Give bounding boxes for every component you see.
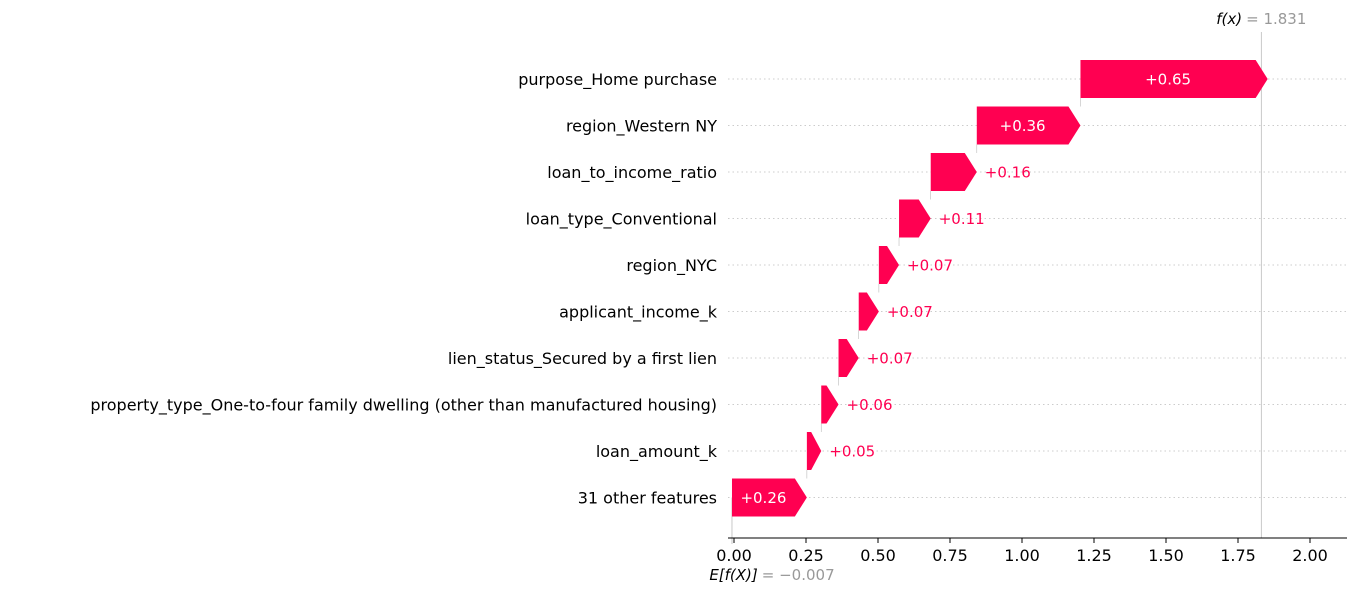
base-expr: E[f(X)] (709, 566, 758, 584)
output-value: = 1.831 (1246, 10, 1306, 28)
x-tick-label: 0.75 (932, 546, 968, 565)
waterfall-bar (806, 432, 822, 470)
bar-value-label: +0.07 (907, 257, 953, 275)
waterfall-bar (976, 106, 1081, 145)
feature-labels-group: purpose_Home purchase region_Western NY lo… (90, 70, 717, 508)
base-value: = −0.007 (762, 566, 835, 584)
waterfall-bar (731, 478, 807, 517)
bar-value-label: +0.07 (867, 350, 913, 368)
feature-label: property_type_One-to-four family dwellin… (90, 396, 717, 416)
feature-label: region_Western NY (566, 117, 717, 137)
x-tick-label: 0.50 (860, 546, 896, 565)
x-tick-label: 2.00 (1292, 546, 1328, 565)
output-value-annotation: f(x) = 1.831 (1216, 10, 1306, 28)
x-tick-label: 1.75 (1220, 546, 1256, 565)
bars-group: +0.65 +0.36 +0.16 +0.11 +0.07 +0.07 +0.07 +0.06… (731, 60, 1268, 517)
bar-value-label: +0.07 (887, 303, 933, 321)
feature-label: region_NYC (626, 256, 717, 276)
bar-value-label: +0.36 (1000, 117, 1046, 135)
waterfall-bar (930, 153, 977, 191)
reference-lines (731, 32, 1262, 544)
annotations-group: f(x) = 1.831 E[f(X)] = −0.007 (709, 10, 1306, 584)
bar-value-label: +0.11 (939, 210, 985, 228)
feature-label: purpose_Home purchase (518, 70, 717, 90)
x-tick-label: 0.00 (716, 546, 752, 565)
feature-label: 31 other features (578, 489, 717, 508)
bar-value-label: +0.65 (1145, 71, 1191, 89)
x-tick-label: 1.25 (1076, 546, 1112, 565)
bar-value-label: +0.26 (740, 489, 786, 507)
feature-label: loan_amount_k (596, 442, 718, 462)
waterfall-bar (899, 199, 931, 238)
feature-label: applicant_income_k (559, 303, 718, 323)
waterfall-bar (878, 246, 900, 284)
output-expr: f(x) (1216, 10, 1242, 28)
waterfall-bar (1080, 60, 1268, 98)
bar-value-label: +0.16 (985, 164, 1031, 182)
x-tick-label: 1.00 (1004, 546, 1040, 565)
bar-value-label: +0.06 (847, 396, 893, 414)
waterfall-bar (838, 339, 859, 377)
feature-label: lien_status_Secured by a first lien (448, 349, 717, 369)
feature-label: loan_type_Conventional (526, 210, 717, 230)
x-tick-label: 0.25 (788, 546, 824, 565)
waterfall-bar (858, 292, 879, 331)
x-tick-label: 1.50 (1148, 546, 1184, 565)
waterfall-bar (821, 385, 839, 424)
x-axis: 0.00 0.25 0.50 0.75 1.00 1.25 1.50 1.75 2.00 (716, 537, 1347, 565)
bar-value-label: +0.05 (829, 443, 875, 461)
feature-label: loan_to_income_ratio (547, 163, 717, 183)
base-value-annotation: E[f(X)] = −0.007 (709, 566, 834, 584)
